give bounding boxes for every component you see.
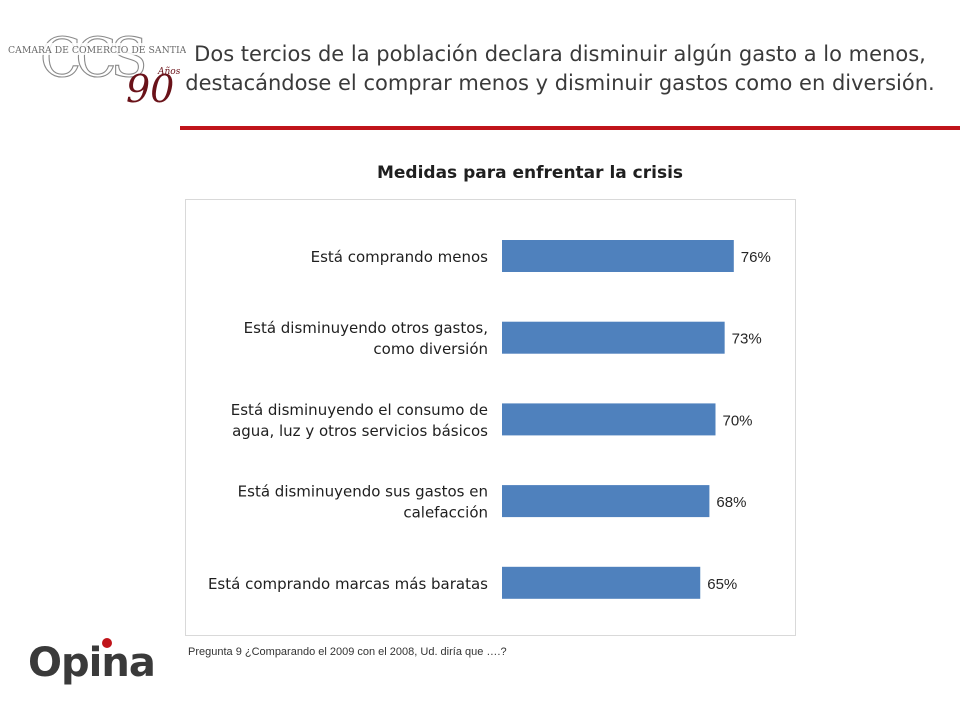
ccs-logo-letters: CCS (40, 26, 145, 89)
ccs-logo-anniversary: 90 (126, 67, 174, 108)
opina-logo: Opina (28, 638, 156, 686)
bar-value-label: 65% (707, 576, 737, 593)
chart-title: Medidas para enfrentar la crisis (376, 163, 684, 183)
bar (502, 240, 734, 272)
ccs-logo: CCS CAMARA DE COMERCIO DE SANTIAGO 90 Añ… (6, 25, 186, 108)
bar-value-label: 70% (723, 412, 753, 429)
title-divider (180, 126, 960, 130)
bar-value-label: 73% (732, 331, 762, 348)
ccs-logo-anniversary-word: Años (157, 67, 181, 77)
page-title: Dos tercios de la población declara dism… (185, 42, 935, 95)
bar (502, 403, 716, 436)
bar-value-label: 76% (741, 249, 771, 266)
chart-frame (185, 199, 796, 636)
category-label: Está comprando menos (311, 248, 489, 266)
bar (502, 321, 725, 354)
title-divider-line (180, 126, 960, 130)
opina-logo-text: Opina (28, 640, 155, 686)
category-label: Está comprando marcas más baratas (208, 575, 488, 593)
bar (502, 485, 710, 518)
survey-question-footnote: Pregunta 9 ¿Comparando el 2009 con el 20… (188, 646, 507, 658)
bar-value-label: 68% (716, 494, 746, 511)
bar (502, 566, 701, 599)
bar-chart: 76% Está comprando menos 73% Está disminuye… (208, 240, 771, 599)
ccs-logo-caption: CAMARA DE COMERCIO DE SANTIAGO (8, 45, 186, 56)
category-label: Está disminuyendo el consumo de agua, luz… (231, 401, 488, 440)
category-label: Está disminuyendo otros gastos, como dive… (244, 319, 488, 358)
opina-logo-dot (102, 638, 112, 648)
category-label: Está disminuyendo sus gastos en calefacci… (238, 483, 488, 522)
